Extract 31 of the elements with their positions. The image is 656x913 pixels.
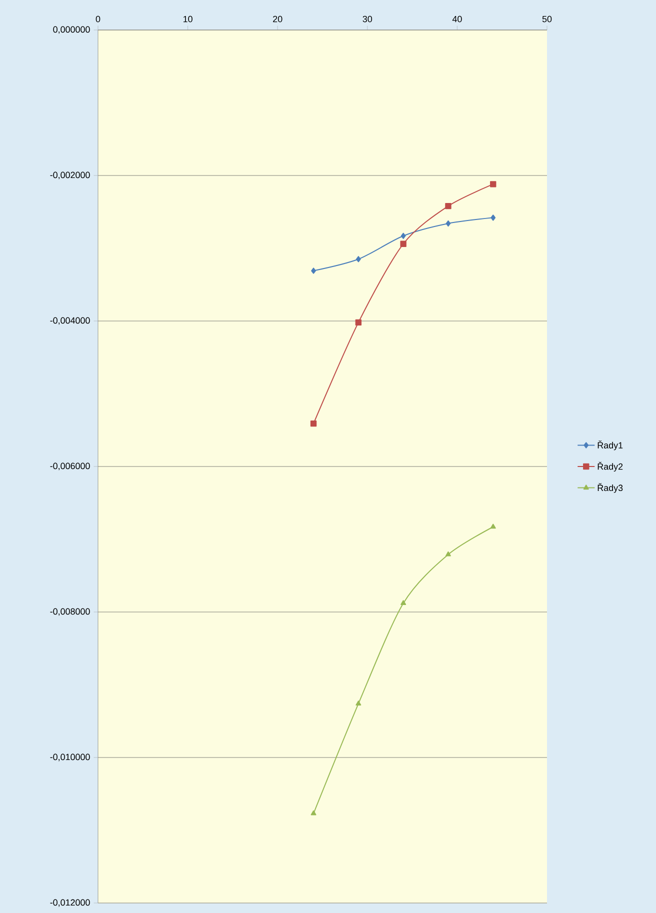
point — [490, 524, 496, 529]
point — [490, 181, 496, 188]
point — [356, 256, 361, 262]
point — [356, 700, 362, 706]
point — [310, 810, 316, 816]
y-tick-label: -0,010000 — [50, 754, 90, 762]
legend-label: Řady3 — [598, 483, 623, 493]
x-tick-label: 50 — [542, 16, 552, 22]
point — [355, 319, 362, 326]
legend-label: Řady2 — [598, 462, 623, 472]
y-tick-label: -0,008000 — [50, 608, 90, 616]
x-tick-label: 30 — [362, 16, 372, 22]
x-tick-label: 10 — [184, 16, 192, 22]
x-tick-label: 0 — [96, 16, 100, 22]
point — [400, 240, 406, 247]
y-tick-label: -0,004000 — [50, 317, 90, 325]
point — [490, 214, 496, 221]
x-tick-label: 40 — [452, 16, 462, 22]
y-tick-label: 0,000000 — [53, 26, 90, 34]
y-tick-label: -0,002000 — [50, 172, 90, 180]
point — [445, 202, 452, 210]
y-tick-label: -0,006000 — [50, 462, 90, 470]
legend-label: Řady1 — [598, 440, 623, 450]
point — [311, 268, 316, 274]
point — [446, 220, 451, 227]
point — [400, 600, 406, 606]
y-tick-label: -0,012000 — [50, 899, 90, 907]
x-tick-label: 20 — [273, 16, 282, 22]
point — [310, 420, 317, 427]
point — [400, 232, 406, 239]
point — [445, 551, 451, 556]
